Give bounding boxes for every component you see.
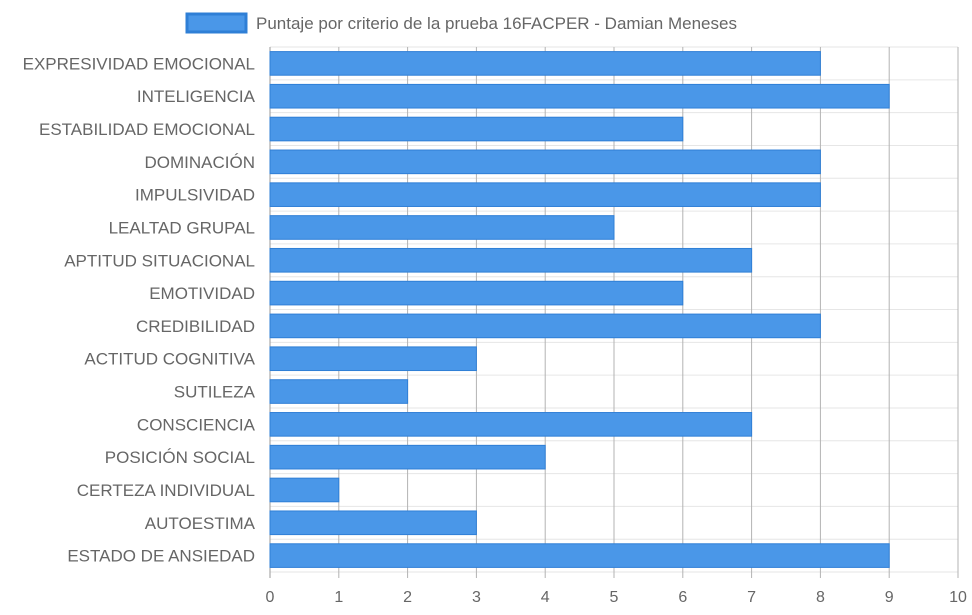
x-axis-tick-labels: 0 1 2 3 4 5 6 7 8 9 10	[266, 589, 967, 606]
bar[interactable]	[269, 543, 890, 568]
category-label: ACTITUD COGNITIVA	[84, 350, 255, 369]
category-label: LEALTAD GRUPAL	[109, 218, 255, 237]
bar[interactable]	[269, 313, 821, 339]
category-label: ESTABILIDAD EMOCIONAL	[39, 120, 255, 139]
category-label: APTITUD SITUACIONAL	[64, 251, 255, 270]
x-tick-label: 8	[816, 589, 825, 606]
x-tick-label: 3	[472, 589, 481, 606]
x-tick-label: 0	[266, 589, 275, 606]
category-label: EXPRESIVIDAD EMOCIONAL	[23, 54, 255, 73]
x-tick-label: 5	[610, 589, 619, 606]
category-label: EMOTIVIDAD	[149, 284, 255, 303]
bar[interactable]	[269, 379, 409, 404]
x-tick-label: 7	[747, 589, 756, 606]
x-tick-label: 6	[678, 589, 687, 606]
bar[interactable]	[269, 182, 821, 207]
bar[interactable]	[269, 412, 753, 437]
category-label: SUTILEZA	[174, 383, 256, 402]
category-label: POSICIÓN SOCIAL	[105, 448, 255, 467]
legend-label[interactable]: Puntaje por criterio de la prueba 16FACP…	[256, 14, 737, 33]
bar[interactable]	[269, 215, 615, 240]
bar[interactable]	[269, 444, 546, 470]
bar[interactable]	[269, 116, 684, 142]
category-label: ESTADO DE ANSIEDAD	[67, 547, 255, 566]
bar[interactable]	[269, 477, 340, 503]
category-label: AUTOESTIMA	[145, 514, 256, 533]
x-tick-label: 4	[541, 589, 550, 606]
category-label: CREDIBILIDAD	[136, 317, 255, 336]
x-tick-label: 2	[403, 589, 412, 606]
bar[interactable]	[269, 247, 753, 273]
bar[interactable]	[269, 83, 890, 109]
x-tick-label: 9	[885, 589, 894, 606]
category-label: CONSCIENCIA	[137, 415, 256, 434]
category-label: DOMINACIÓN	[145, 153, 256, 172]
bar[interactable]	[269, 149, 821, 175]
bar[interactable]	[269, 510, 477, 536]
category-label: INTELIGENCIA	[137, 87, 256, 106]
bar[interactable]	[269, 51, 821, 76]
x-tick-label: 10	[949, 589, 967, 606]
bars	[269, 51, 890, 568]
bar[interactable]	[269, 346, 477, 372]
category-labels: EXPRESIVIDAD EMOCIONAL INTELIGENCIA ESTABI…	[23, 54, 256, 565]
x-tick-label: 1	[334, 589, 343, 606]
bar[interactable]	[269, 280, 684, 306]
category-label: CERTEZA INDIVIDUAL	[77, 481, 255, 500]
legend[interactable]: Puntaje por criterio de la prueba 16FACP…	[185, 12, 737, 34]
legend-swatch[interactable]	[185, 12, 248, 34]
grid	[269, 46, 959, 578]
category-label: IMPULSIVIDAD	[135, 186, 255, 205]
